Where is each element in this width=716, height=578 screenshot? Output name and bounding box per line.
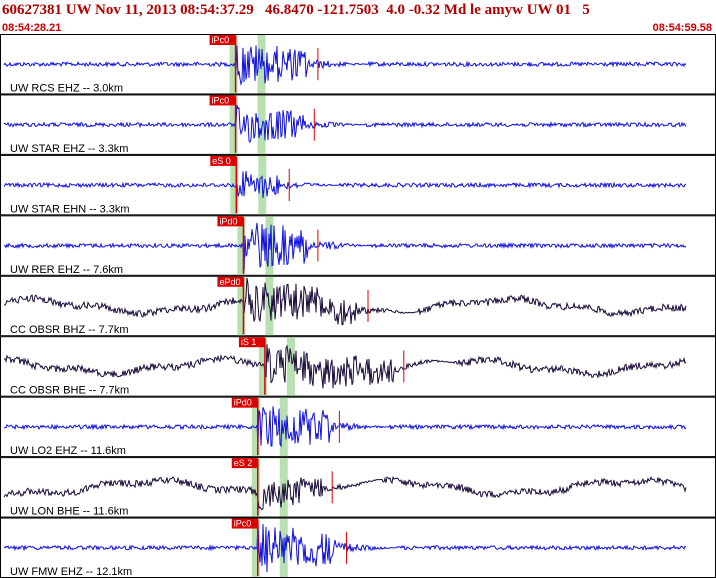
- pick-label: iPc0: [231, 518, 258, 529]
- pick-label: iPd0: [231, 397, 258, 408]
- station-label: UW FMW EHZ -- 12.1km: [10, 566, 132, 578]
- trace-panel: eS 2 UW LON BHE -- 11.6km: [0, 457, 716, 518]
- pick-label-box: [209, 95, 236, 106]
- pick-label-text: ePd0: [219, 277, 240, 287]
- pick-window: [257, 95, 266, 154]
- time-start-label: 08:54:28.21: [2, 22, 62, 34]
- waveform-trace: [3, 344, 687, 389]
- pick-label-box: [217, 276, 244, 287]
- trace-panel: iPd0 UW LO2 EHZ -- 11.6km: [0, 396, 716, 457]
- waveform-trace: [3, 222, 687, 271]
- pick-window: [237, 276, 246, 336]
- pick-label: eS 2: [231, 458, 258, 469]
- pick-label-text: iPd0: [219, 216, 237, 226]
- pick-label: iS 1: [238, 337, 265, 348]
- pick-window: [230, 155, 239, 215]
- trace-panel: iPc0 UW FMW EHZ -- 12.1km: [0, 517, 716, 578]
- pick-label: iPc0: [209, 35, 236, 45]
- station-label: UW STAR EHZ -- 3.3km: [10, 143, 128, 155]
- pick-label-text: iS 1: [241, 337, 257, 347]
- waveform-trace: [3, 45, 687, 87]
- station-label: UW LON BHE -- 11.6km: [10, 506, 128, 518]
- trace-panel: iS 1 CC OBSR BHE -- 7.7km: [0, 336, 716, 397]
- pick-label-box: [209, 35, 236, 45]
- pick-label-box: [231, 397, 258, 408]
- waveform-trace: [3, 105, 687, 143]
- station-label: UW RER EHZ -- 7.6km: [10, 264, 123, 276]
- pick-label-text: iPc0: [212, 35, 230, 45]
- pick-window: [279, 458, 288, 517]
- pick-window: [286, 337, 295, 396]
- time-end-label: 08:54:59.58: [652, 22, 712, 34]
- pick-window: [251, 458, 260, 517]
- trace-panel: iPd0 UW RER EHZ -- 7.6km: [0, 215, 716, 276]
- pick-label-text: iPc0: [234, 519, 252, 529]
- pick-window: [258, 337, 267, 396]
- pick-label-box: [210, 155, 237, 166]
- pick-label-box: [238, 337, 265, 348]
- waveform-trace: [3, 277, 687, 326]
- pick-label-text: iPd0: [234, 398, 252, 408]
- trace-panel: iPc0 UW STAR EHZ -- 3.3km: [0, 94, 716, 155]
- pick-label-box: [231, 518, 258, 529]
- station-label: CC OBSR BHE -- 7.7km: [10, 385, 129, 397]
- waveform-trace: [3, 523, 687, 573]
- waveform-plot: iPc0 UW RCS EHZ -- 3.0km iPc0 UW STAR EHZ -…: [0, 34, 716, 578]
- pick-label: ePd0: [217, 276, 244, 287]
- station-label: UW RCS EHZ -- 3.0km: [10, 82, 123, 94]
- station-label: UW LO2 EHZ -- 11.6km: [10, 445, 126, 457]
- waveform-trace: [3, 406, 687, 448]
- pick-label-text: iPc0: [212, 95, 230, 105]
- pick-label-box: [217, 216, 244, 227]
- pick-label: eS 0: [210, 155, 237, 166]
- pick-label-text: eS 2: [234, 458, 253, 468]
- event-header: 60627381 UW Nov 11, 2013 08:54:37.29 46.…: [2, 2, 590, 18]
- pick-label-text: eS 0: [212, 156, 231, 166]
- station-label: CC OBSR BHZ -- 7.7km: [10, 324, 129, 336]
- trace-panel: eS 0 UW STAR EHN -- 3.3km: [0, 154, 716, 216]
- waveform-trace: [3, 170, 687, 199]
- station-label: UW STAR EHN -- 3.3km: [10, 203, 130, 215]
- trace-panel: iPc0 UW RCS EHZ -- 3.0km: [0, 34, 716, 95]
- pick-label-box: [231, 458, 258, 469]
- trace-panel: ePd0 CC OBSR BHZ -- 7.7km: [0, 275, 716, 336]
- pick-label: iPd0: [217, 216, 244, 227]
- pick-label: iPc0: [209, 95, 236, 106]
- waveform-trace: [3, 475, 687, 511]
